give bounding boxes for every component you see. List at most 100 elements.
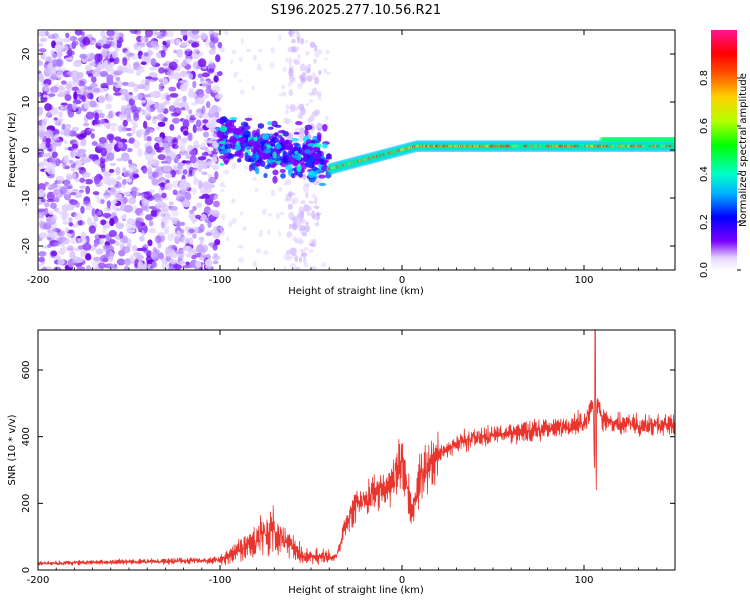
noise-blob: [60, 80, 67, 85]
noise-blob: [318, 69, 322, 76]
noise-blob: [140, 247, 148, 252]
transition-blob: [304, 124, 313, 130]
noise-blob: [135, 70, 142, 76]
noise-blob: [54, 43, 62, 53]
noise-blob: [285, 179, 292, 185]
noise-blob: [156, 125, 161, 131]
noise-blob: [105, 103, 112, 110]
transition-blob: [274, 132, 279, 136]
snr-y-tick-label: 200: [21, 494, 32, 513]
noise-blob: [233, 71, 239, 75]
noise-blob: [47, 62, 54, 69]
noise-blob: [195, 119, 202, 128]
noise-blob: [150, 210, 158, 218]
noise-blob: [62, 37, 72, 43]
noise-blob: [163, 165, 172, 173]
noise-blob: [65, 57, 74, 61]
noise-blob: [289, 103, 296, 113]
noise-blob: [133, 43, 138, 50]
noise-blob: [132, 95, 138, 101]
noise-blob: [57, 236, 67, 242]
transition-blob: [268, 133, 274, 137]
noise-blob: [116, 32, 124, 38]
transition-blob: [313, 147, 320, 152]
transition-blob: [255, 161, 262, 167]
noise-blob: [140, 61, 147, 65]
noise-blob: [119, 216, 127, 220]
noise-blob: [78, 219, 83, 226]
noise-blob: [157, 154, 166, 161]
noise-blob: [317, 127, 322, 131]
noise-blob: [311, 266, 317, 270]
noise-blob: [167, 266, 176, 270]
noise-blob: [192, 205, 197, 212]
noise-blob: [211, 157, 218, 163]
noise-blob: [158, 82, 165, 92]
noise-blob: [149, 128, 154, 133]
noise-blob: [173, 49, 178, 54]
noise-blob: [61, 123, 66, 130]
colorbar-tick-label: 0.6: [699, 118, 710, 134]
noise-blob: [198, 180, 203, 190]
noise-blob: [278, 186, 283, 192]
noise-blob: [102, 175, 111, 185]
noise-blob: [188, 228, 195, 234]
transition-blob: [304, 149, 311, 154]
noise-blob: [113, 80, 123, 89]
noise-blob: [297, 237, 303, 245]
noise-blob: [197, 164, 203, 173]
noise-blob: [177, 164, 183, 170]
noise-blob: [195, 127, 204, 132]
noise-blob: [79, 185, 86, 189]
transition-blob: [219, 125, 228, 133]
noise-blob: [154, 31, 163, 36]
noise-blob: [86, 216, 92, 226]
noise-blob: [126, 132, 133, 137]
transition-blob: [282, 157, 288, 164]
noise-blob: [76, 266, 86, 270]
noise-blob: [205, 87, 213, 95]
noise-blob: [297, 114, 304, 120]
noise-blob: [172, 189, 178, 196]
noise-blob: [151, 178, 159, 186]
noise-blob: [185, 253, 193, 258]
noise-blob: [108, 168, 115, 173]
noise-blob: [42, 94, 48, 98]
noise-blob: [214, 110, 220, 119]
noise-blob: [146, 136, 152, 142]
noise-blob: [199, 214, 207, 221]
noise-blob: [122, 119, 128, 127]
noise-blob: [94, 112, 100, 121]
noise-blob: [201, 182, 210, 190]
noise-blob: [200, 142, 207, 149]
noise-blob: [66, 175, 74, 180]
noise-blob: [252, 54, 257, 61]
transition-blob: [282, 150, 287, 156]
noise-blob: [85, 34, 93, 39]
noise-blob: [85, 204, 93, 211]
noise-blob: [59, 230, 66, 237]
noise-blob: [262, 250, 269, 255]
noise-blob: [46, 148, 53, 152]
noise-blob: [303, 246, 309, 251]
noise-blob: [311, 87, 318, 96]
noise-blob: [144, 108, 152, 118]
noise-blob: [116, 176, 123, 181]
noise-blob: [143, 52, 149, 57]
transition-blob: [293, 146, 298, 150]
noise-blob: [212, 260, 219, 265]
colorbar-gradient: [711, 30, 737, 270]
noise-blob: [62, 211, 69, 217]
noise-blob: [291, 45, 297, 53]
noise-blob: [93, 176, 100, 185]
noise-blob: [75, 133, 83, 139]
snr-x-ticks: -200 -100 0 100: [27, 330, 676, 586]
noise-blob: [63, 179, 69, 187]
noise-blob: [98, 136, 107, 144]
noise-blob: [179, 260, 186, 265]
noise-blob: [288, 57, 293, 66]
noise-blob: [121, 246, 131, 254]
noise-blob: [113, 193, 123, 200]
noise-blob: [214, 171, 219, 180]
noise-blob: [308, 99, 314, 103]
